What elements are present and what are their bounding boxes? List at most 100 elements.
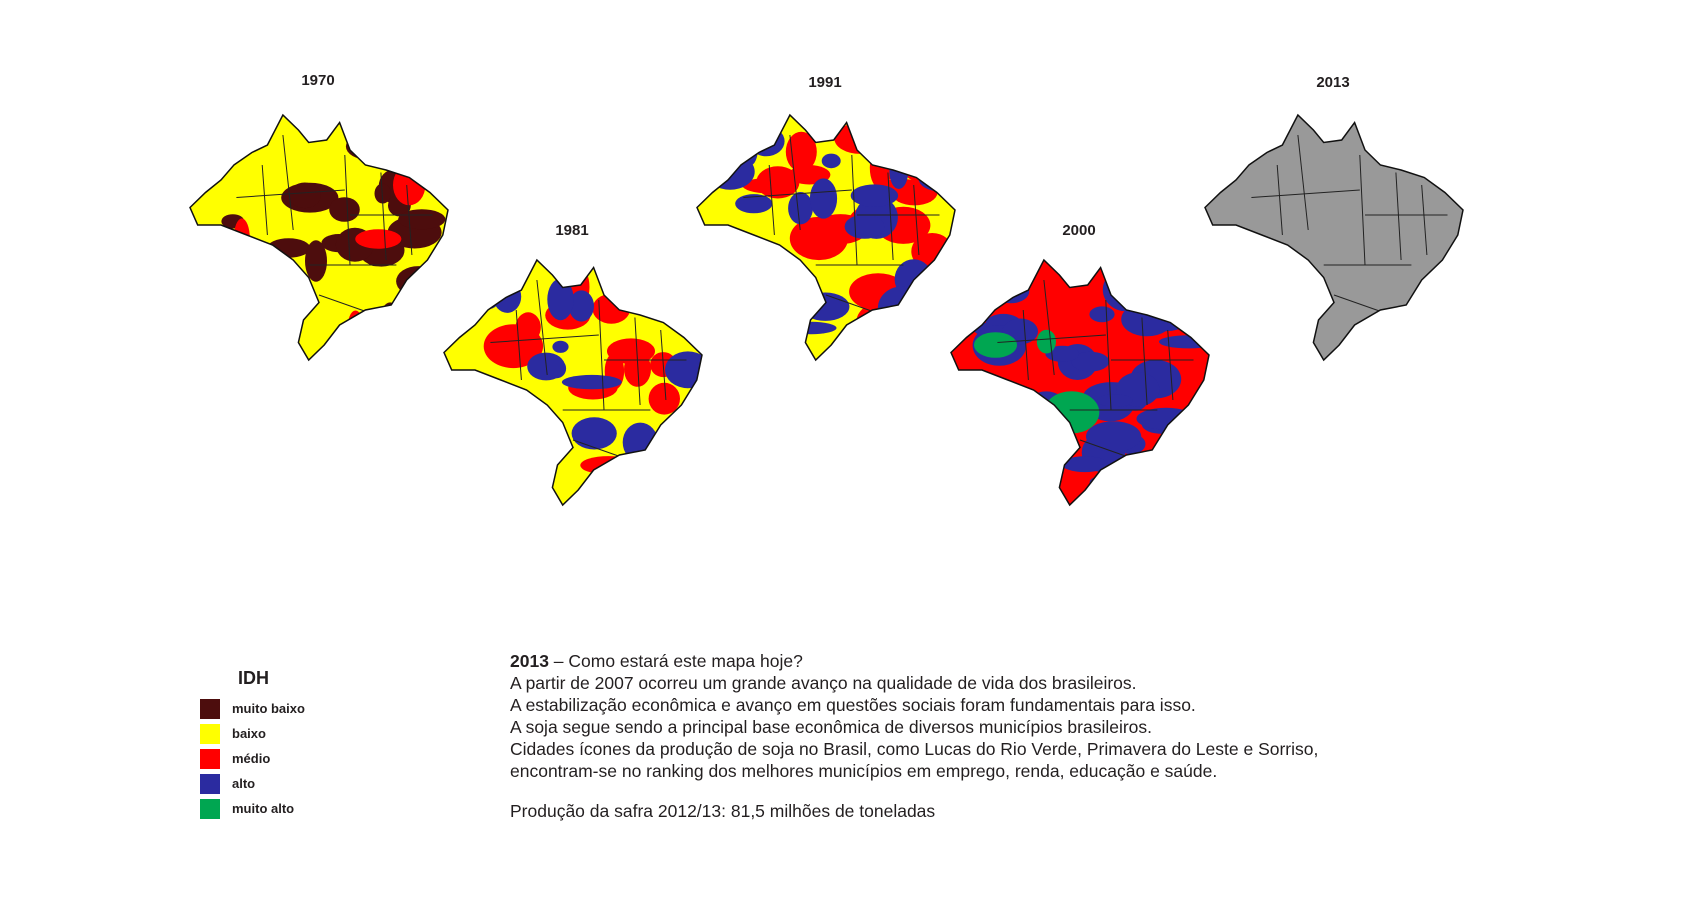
caption-line: A partir de 2007 ocorreu um grande avanç… (510, 673, 1137, 693)
map-region-patch (457, 426, 505, 461)
map-region-patch (547, 278, 574, 321)
map-region-patch (355, 229, 402, 249)
map-region-patch (705, 153, 755, 190)
map-region-patch (868, 323, 916, 356)
map-region-patch (619, 462, 638, 480)
country-outline (443, 258, 703, 507)
state-border (1395, 172, 1402, 261)
map-region-patch (844, 214, 885, 239)
map-region-patch (922, 136, 942, 158)
state-border (851, 154, 858, 266)
state-border (282, 134, 294, 231)
map-region-patch (655, 269, 702, 301)
map-region-patch (622, 457, 679, 492)
map-region-patch (850, 184, 899, 207)
map-base-fill (1205, 115, 1463, 360)
legend-item: alto (200, 771, 380, 796)
map-region-patch (801, 292, 850, 321)
state-border (236, 189, 345, 198)
map-region-patch (962, 381, 1013, 420)
map-year-label: 1981 (555, 222, 589, 239)
map-region-patch (398, 209, 446, 230)
state-border (1141, 317, 1148, 406)
map-region-patch (382, 303, 438, 345)
map-region-patch (1089, 306, 1115, 323)
map-region-patch (399, 135, 432, 159)
map-region-patch (735, 194, 773, 214)
map-region-patch (236, 324, 278, 358)
map-region-patch (342, 322, 381, 340)
map-region-patch (552, 340, 569, 353)
state-border (634, 317, 641, 406)
legend-swatch (200, 723, 220, 744)
state-border (1359, 154, 1366, 266)
map-region-patch (984, 447, 1013, 470)
state-border (536, 279, 548, 376)
map-region-patch (1121, 302, 1173, 337)
state-border (515, 309, 522, 381)
state-border (261, 164, 268, 236)
map-region-patch (233, 218, 250, 260)
legend-label: baixo (232, 726, 266, 741)
map-region-patch (379, 302, 401, 341)
caption-heading-year: 2013 (510, 651, 549, 671)
state-border (660, 329, 667, 401)
caption-line: encontram-se no ranking dos melhores mun… (510, 761, 1218, 781)
map-region-patch (592, 293, 631, 324)
map-region-patch (1061, 456, 1108, 473)
map-region-patch (635, 466, 659, 505)
legend-label: muito alto (232, 801, 295, 816)
map-year-label: 1991 (808, 74, 842, 91)
legend-title: IDH (238, 668, 269, 688)
legend-label: alto (232, 776, 256, 791)
map-region-patch (748, 126, 785, 157)
map-region-patch (904, 292, 936, 327)
country-outline (1204, 113, 1464, 362)
legend-swatch (200, 773, 220, 794)
state-border (1297, 134, 1309, 231)
caption-line: A estabilização econômica e avanço em qu… (510, 695, 1196, 715)
map-region-patch (500, 410, 528, 437)
legend-item: médio (200, 746, 380, 771)
caption-line: A soja segue sendo a principal base econ… (510, 717, 1153, 737)
state-border (887, 172, 894, 261)
legend-label: muito baixo (232, 701, 305, 716)
country-outline (696, 113, 956, 362)
caption-production: Produção da safra 2012/13: 81,5 milhões … (510, 801, 936, 821)
map-region-patch (396, 266, 441, 297)
map-region-patch (724, 128, 746, 161)
map-region-patch (580, 456, 637, 475)
legend-item: muito alto (200, 796, 380, 821)
map-region-patch (974, 332, 1017, 358)
map-region-patch (918, 275, 943, 292)
brazil-map (1204, 113, 1464, 362)
country-outline (950, 258, 1210, 507)
legend-swatch (200, 748, 220, 769)
state-border (789, 134, 801, 231)
map-region-patch (571, 417, 617, 450)
map-region-patch (648, 382, 680, 415)
map-region-patch (1097, 394, 1133, 407)
map-region-patch (1036, 329, 1056, 354)
legend-item: muito baixo (200, 696, 380, 721)
state-border (1167, 329, 1174, 401)
map-region-patch (620, 472, 658, 490)
state-border (1276, 164, 1283, 236)
map-region-patch (619, 270, 650, 301)
map-region-patch (210, 125, 255, 145)
map-region-patch (658, 435, 702, 466)
legend-swatch (200, 698, 220, 719)
state-border (913, 184, 920, 256)
map-region-patch (1071, 351, 1110, 372)
map-region-patch (901, 287, 946, 323)
state-border (490, 334, 599, 343)
map-region-patch (267, 238, 311, 258)
caption-line: Cidades ícones da produção de soja no Br… (510, 739, 1319, 759)
map-region-patch (862, 316, 887, 336)
map-region-patch (622, 422, 658, 462)
state-border (344, 154, 351, 266)
legend-item: baixo (200, 721, 380, 746)
state-border (406, 184, 413, 256)
